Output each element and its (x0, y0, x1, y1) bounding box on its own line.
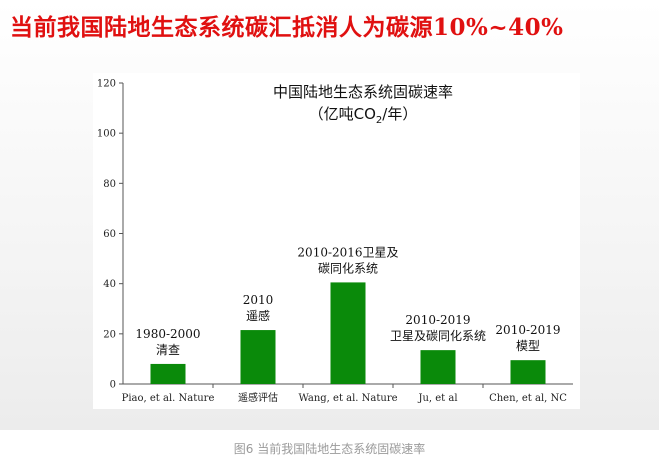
bar (240, 330, 276, 384)
bar-annotation: 2010-2016卫星及 (297, 245, 398, 259)
bar-annotation: 2010 (243, 293, 274, 307)
bar-annotation: 卫星及碳同化系统 (390, 329, 486, 343)
figure-caption: 图6 当前我国陆地生态系统固碳速率 (233, 442, 426, 456)
bar-annotation: 1980-2000 (135, 327, 200, 341)
chart-title: 中国陆地生态系统固碳速率 (273, 83, 453, 101)
headline: 当前我国陆地生态系统碳汇抵消人为碳源10%~40% (10, 14, 564, 41)
y-tick-label: 20 (103, 329, 116, 340)
y-tick-label: 60 (103, 229, 116, 240)
chart-panel: 中国陆地生态系统固碳速率 （亿吨CO2/年） 0 20 40 60 80 100 120 P… (93, 73, 580, 409)
bar-annotation: 2010-2019 (405, 313, 470, 327)
y-tick-label: 120 (97, 79, 116, 90)
y-tick-label: 0 (110, 380, 116, 391)
bar-annotation: 模型 (516, 339, 540, 353)
x-category-label: Ju, et al (417, 393, 457, 404)
bar-chart: 中国陆地生态系统固碳速率 （亿吨CO2/年） 0 20 40 60 80 100 120 P… (97, 79, 573, 404)
bar-annotation: 碳同化系统 (318, 261, 378, 275)
bar (420, 350, 456, 384)
y-tick-label: 100 (97, 129, 116, 140)
chart-subtitle-sub: 2 (376, 115, 382, 126)
x-category-label: Piao, et al. Nature (122, 393, 215, 404)
chart-subtitle-suffix: /年） (382, 105, 417, 123)
x-category-label: Chen, et al, NC (489, 393, 567, 404)
bar-annotation: 2010-2019 (495, 323, 560, 337)
chart-subtitle: （亿吨CO2/年） (309, 105, 418, 126)
chart-subtitle-prefix: （亿吨CO (309, 105, 376, 123)
x-category-label: 遥感评估 (238, 391, 278, 404)
bar (150, 363, 186, 384)
bar (330, 282, 366, 384)
x-category-label: Wang, et al. Nature (298, 393, 397, 404)
y-tick-label: 40 (103, 279, 116, 290)
bar-annotation: 清查 (156, 343, 180, 357)
bar-annotation: 遥感 (246, 308, 270, 323)
bar (510, 360, 546, 384)
y-tick-label: 80 (103, 179, 116, 190)
